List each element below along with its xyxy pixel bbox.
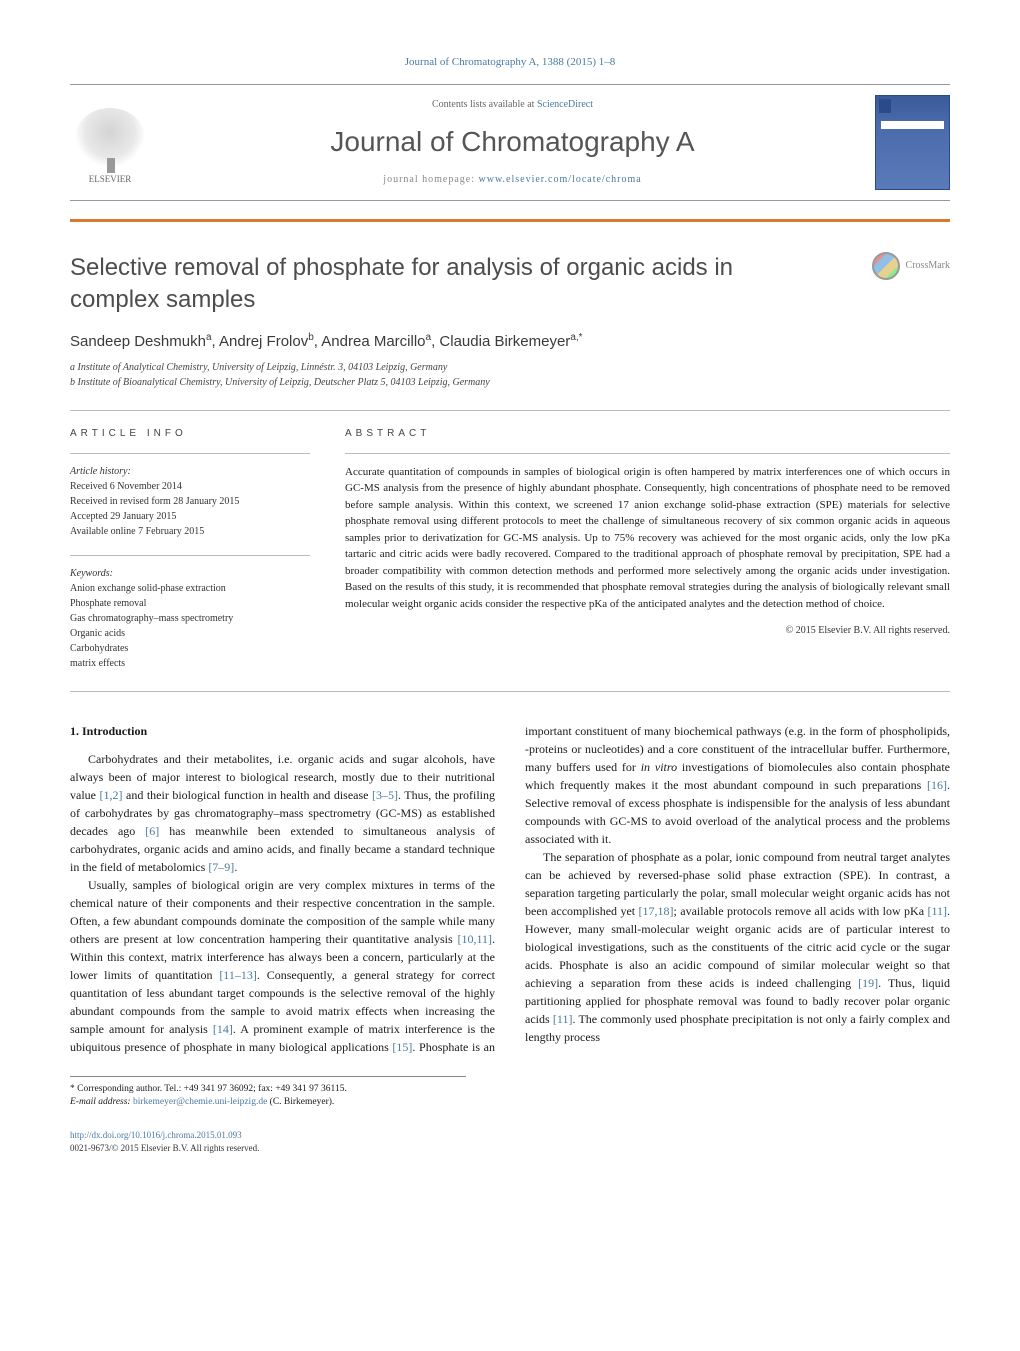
history-label: Article history: [70, 464, 310, 479]
keyword-3: Organic acids [70, 626, 310, 641]
masthead: ELSEVIER Contents lists available at Sci… [70, 84, 950, 201]
author-0: Sandeep Deshmukh [70, 333, 206, 350]
corr-email[interactable]: birkemeyer@chemie.uni-leipzig.de [133, 1097, 267, 1107]
journal-cover-thumb [875, 95, 950, 190]
history-0: Received 6 November 2014 [70, 479, 310, 494]
ref-10-11[interactable]: [10,11] [457, 932, 492, 946]
homepage-link[interactable]: www.elsevier.com/locate/chroma [479, 174, 642, 185]
journal-homepage: journal homepage: www.elsevier.com/locat… [168, 173, 857, 187]
article-history: Article history: Received 6 November 201… [70, 464, 310, 539]
keyword-1: Phosphate removal [70, 596, 310, 611]
body-columns: 1. Introduction Carbohydrates and their … [70, 722, 950, 1056]
corresponding-footer: * Corresponding author. Tel.: +49 341 97… [70, 1076, 466, 1110]
elsevier-tree-icon [75, 108, 145, 168]
author-3: Claudia Birkemeyer [439, 333, 570, 350]
intro-heading: 1. Introduction [70, 722, 495, 740]
history-2: Accepted 29 January 2015 [70, 509, 310, 524]
ref-17-18[interactable]: [17,18] [639, 904, 674, 918]
article-info-column: ARTICLE INFO Article history: Received 6… [70, 427, 310, 671]
divider-bottom [70, 691, 950, 692]
journal-title: Journal of Chromatography A [168, 122, 857, 161]
abstract-text: Accurate quantitation of compounds in sa… [345, 464, 950, 613]
ref-11c[interactable]: [11] [553, 1012, 573, 1026]
issn-copyright: 0021-9673/© 2015 Elsevier B.V. All right… [70, 1142, 950, 1155]
abstract-copyright: © 2015 Elsevier B.V. All rights reserved… [345, 624, 950, 638]
ref-19[interactable]: [19] [858, 976, 878, 990]
keywords-label: Keywords: [70, 566, 310, 581]
affiliation-b: b Institute of Bioanalytical Chemistry, … [70, 375, 950, 390]
ref-3-5[interactable]: [3–5] [372, 788, 398, 802]
crossmark-label: CrossMark [906, 259, 950, 273]
article-info-heading: ARTICLE INFO [70, 427, 310, 441]
keyword-4: Carbohydrates [70, 641, 310, 656]
email-label: E-mail address: [70, 1097, 133, 1107]
doi-link[interactable]: http://dx.doi.org/10.1016/j.chroma.2015.… [70, 1129, 950, 1142]
corr-author-text: * Corresponding author. Tel.: +49 341 97… [70, 1083, 466, 1096]
elsevier-logo: ELSEVIER [70, 100, 150, 185]
masthead-center: Contents lists available at ScienceDirec… [168, 98, 857, 187]
intro-p1: Carbohydrates and their metabolites, i.e… [70, 750, 495, 876]
top-citation: Journal of Chromatography A, 1388 (2015)… [70, 55, 950, 70]
crossmark-badge[interactable]: CrossMark [872, 252, 950, 280]
ref-7-9[interactable]: [7–9] [208, 860, 234, 874]
abstract-column: ABSTRACT Accurate quantitation of compou… [345, 427, 950, 671]
ref-11-13[interactable]: [11–13] [219, 968, 257, 982]
crossmark-icon [872, 252, 900, 280]
affiliation-a: a Institute of Analytical Chemistry, Uni… [70, 360, 950, 375]
keyword-5: matrix effects [70, 656, 310, 671]
abstract-heading: ABSTRACT [345, 427, 950, 441]
abstract-divider [345, 453, 950, 454]
keyword-2: Gas chromatography–mass spectrometry [70, 611, 310, 626]
article-title: Selective removal of phosphate for analy… [70, 252, 810, 314]
keyword-0: Anion exchange solid-phase extraction [70, 581, 310, 596]
ref-11b[interactable]: [11] [927, 904, 947, 918]
email-owner: (C. Birkemeyer). [267, 1097, 334, 1107]
ref-14[interactable]: [14] [213, 1022, 233, 1036]
ref-16[interactable]: [16] [927, 778, 947, 792]
ref-6[interactable]: [6] [145, 824, 159, 838]
affiliations: a Institute of Analytical Chemistry, Uni… [70, 360, 950, 390]
author-2: Andrea Marcillo [321, 333, 425, 350]
history-1: Received in revised form 28 January 2015 [70, 494, 310, 509]
author-1: Andrej Frolov [219, 333, 308, 350]
title-area: Selective removal of phosphate for analy… [70, 252, 950, 314]
elsevier-label: ELSEVIER [89, 173, 132, 186]
intro-p4: The separation of phosphate as a polar, … [525, 848, 950, 1046]
ref-15[interactable]: [15] [392, 1040, 412, 1054]
history-3: Available online 7 February 2015 [70, 524, 310, 539]
authors-line: Sandeep Deshmukha, Andrej Frolovb, Andre… [70, 331, 950, 352]
info-divider-2 [70, 555, 310, 556]
sciencedirect-link[interactable]: ScienceDirect [537, 99, 593, 110]
info-section: ARTICLE INFO Article history: Received 6… [70, 411, 950, 691]
contents-available-text: Contents lists available at ScienceDirec… [168, 98, 857, 112]
info-divider-1 [70, 453, 310, 454]
ref-1-2[interactable]: [1,2] [100, 788, 123, 802]
orange-separator [70, 219, 950, 222]
keywords-block: Keywords: Anion exchange solid-phase ext… [70, 566, 310, 671]
